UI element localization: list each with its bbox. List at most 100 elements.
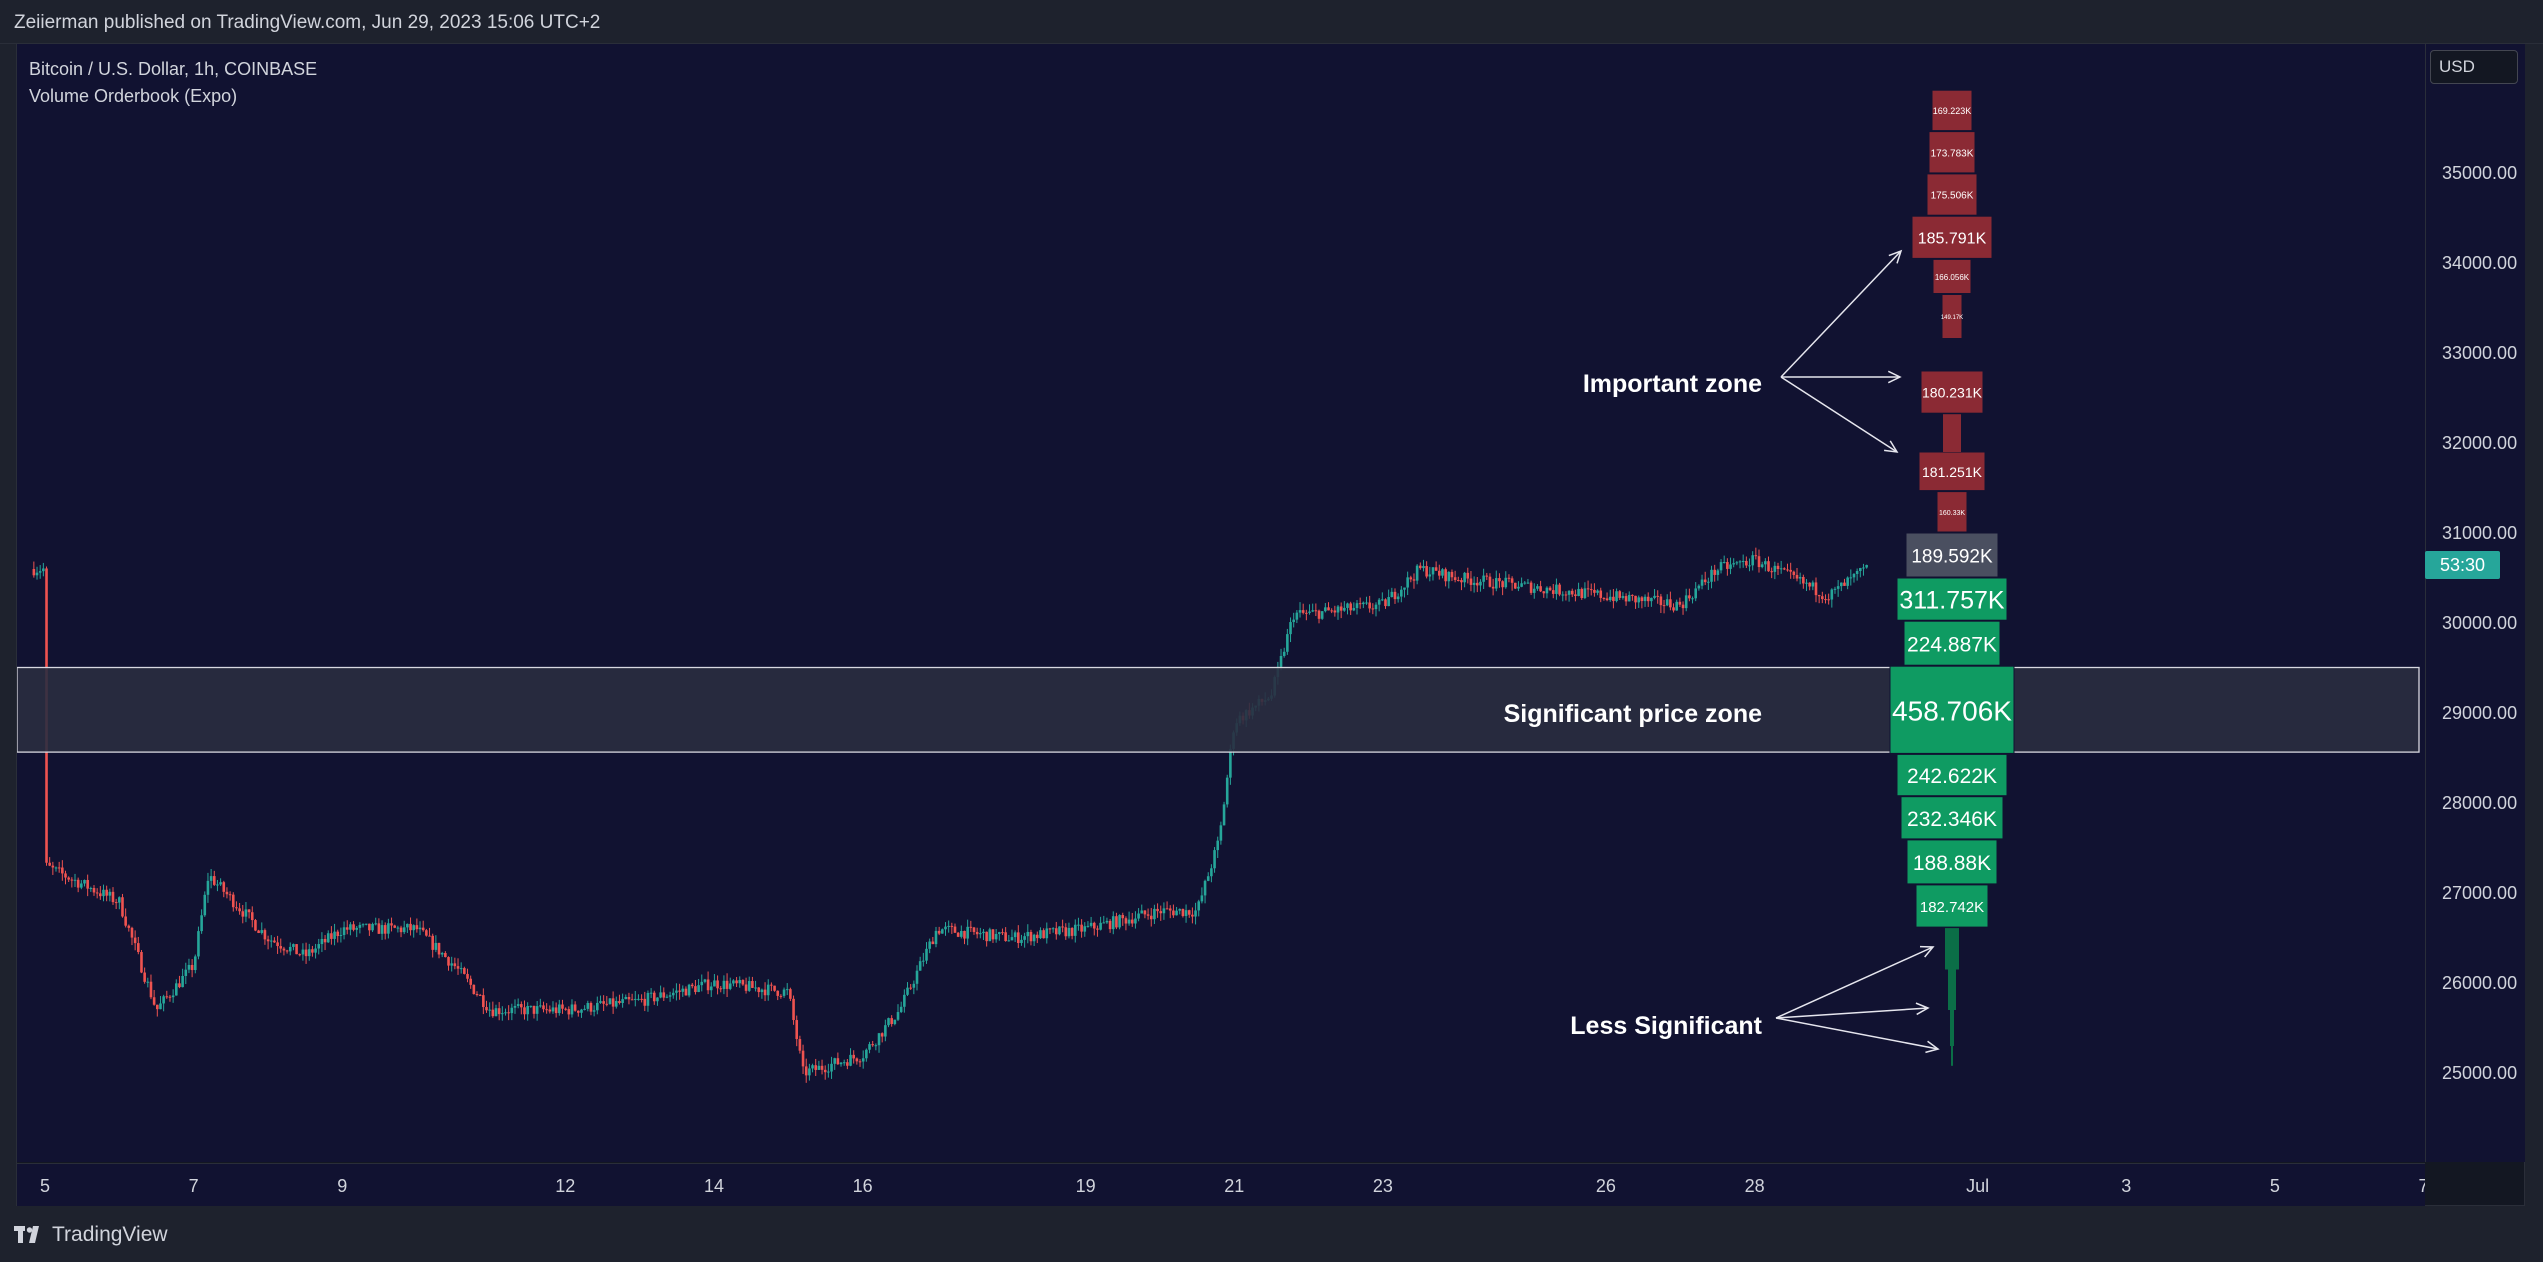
candle xyxy=(770,982,773,992)
candle-body xyxy=(757,987,761,993)
candle-body xyxy=(877,1033,881,1046)
candle xyxy=(478,993,482,996)
candle-body xyxy=(941,929,944,934)
candle-body xyxy=(858,1061,862,1063)
candle xyxy=(1099,916,1102,931)
candle-body xyxy=(728,983,732,989)
candle xyxy=(1507,574,1511,583)
candle xyxy=(1298,602,1302,618)
volume-box-rect xyxy=(1928,131,1976,174)
candle-body xyxy=(586,1002,590,1009)
candle-body xyxy=(314,948,317,953)
candle-body xyxy=(307,949,311,957)
candle xyxy=(1656,590,1660,604)
candle xyxy=(1865,564,1868,569)
candle xyxy=(1469,571,1473,592)
candle xyxy=(640,994,643,1003)
volume-box: 242.622K xyxy=(1896,753,2008,797)
price-tick-label: 29000.00 xyxy=(2442,703,2517,723)
candle-body xyxy=(751,981,754,988)
candle xyxy=(808,1063,811,1081)
candle xyxy=(659,985,662,999)
candle xyxy=(501,1006,504,1021)
candle xyxy=(716,975,719,995)
chart-pane[interactable]: 169.223K 173.783K 175.506K 185.791K 166.056K… xyxy=(17,44,2425,1162)
candle xyxy=(1463,571,1466,588)
candle-body xyxy=(1311,610,1314,612)
candle-body xyxy=(640,998,643,1000)
candle xyxy=(133,930,137,951)
candle xyxy=(1555,578,1558,600)
volume-box-label: 224.887K xyxy=(1907,633,1997,656)
candle-body xyxy=(1320,611,1324,619)
candle xyxy=(934,926,938,948)
candle-body xyxy=(1520,583,1523,587)
candle xyxy=(1697,584,1701,591)
candle-body xyxy=(823,1069,827,1073)
candle xyxy=(482,988,485,1015)
candle-body xyxy=(1593,589,1596,593)
candle-body xyxy=(1153,908,1156,920)
volume-box-label: 185.791K xyxy=(1918,231,1987,248)
candle-body xyxy=(1406,577,1409,588)
candle-body xyxy=(1596,590,1599,593)
candle-body xyxy=(453,963,457,967)
candle-body xyxy=(1849,577,1853,579)
candle xyxy=(937,926,941,936)
candle xyxy=(200,909,203,934)
candle-body xyxy=(212,876,216,885)
candle-body xyxy=(1536,586,1539,589)
candle xyxy=(884,1019,887,1042)
candle-body xyxy=(374,923,378,925)
candle xyxy=(1710,565,1713,589)
candle xyxy=(282,946,286,956)
candle xyxy=(1007,934,1011,942)
price-axis[interactable]: 35000.00 34000.00 33000.00 32000.00 31000.00… xyxy=(2425,44,2525,1162)
arrow-head xyxy=(1888,249,1903,264)
candle-body xyxy=(501,1013,504,1015)
candle xyxy=(1064,923,1068,940)
time-axis[interactable]: 5 7 9 12 14 16 19 21 23 26 28 Jul 3 5 7 xyxy=(17,1163,2429,1206)
candle xyxy=(67,876,70,882)
candle-body xyxy=(266,939,270,942)
candle xyxy=(1070,927,1074,940)
candle-body xyxy=(855,1058,859,1062)
candle-body xyxy=(257,930,260,933)
candle xyxy=(1172,904,1175,918)
candle-body xyxy=(1330,610,1333,612)
candle-body xyxy=(1390,591,1394,598)
candle-body xyxy=(675,990,678,993)
candle-body xyxy=(545,1009,548,1011)
candle-body xyxy=(1621,596,1625,598)
candle-body xyxy=(228,894,232,896)
candle-body xyxy=(554,1007,558,1014)
candle-body xyxy=(1631,594,1634,596)
candle xyxy=(1213,847,1216,873)
candle xyxy=(1396,593,1400,603)
candle-body xyxy=(1377,599,1381,605)
symbol-legend[interactable]: Bitcoin / U.S. Dollar, 1h, COINBASE xyxy=(29,59,318,79)
candle xyxy=(1779,560,1783,574)
candle-body xyxy=(624,996,628,1000)
candle xyxy=(652,990,656,1005)
currency-selector[interactable]: USD xyxy=(2430,50,2518,84)
candle-body xyxy=(763,989,767,996)
candle xyxy=(355,926,359,938)
candle xyxy=(124,908,127,928)
candle xyxy=(539,998,542,1008)
candle-body xyxy=(1713,569,1716,575)
indicator-legend[interactable]: Volume Orderbook (Expo) xyxy=(29,86,238,106)
candle xyxy=(1855,568,1859,581)
candle-body xyxy=(295,944,298,955)
candle xyxy=(118,896,121,910)
candle xyxy=(861,1050,865,1069)
candle xyxy=(269,935,273,948)
candle-body xyxy=(998,932,1001,934)
candle-body xyxy=(364,923,368,925)
tradingview-logo[interactable]: TradingView xyxy=(14,1221,168,1249)
candle xyxy=(589,1001,593,1016)
candle xyxy=(1092,921,1096,936)
candle xyxy=(1748,558,1751,572)
candle xyxy=(694,980,697,995)
arrow-line xyxy=(1775,946,1934,1019)
